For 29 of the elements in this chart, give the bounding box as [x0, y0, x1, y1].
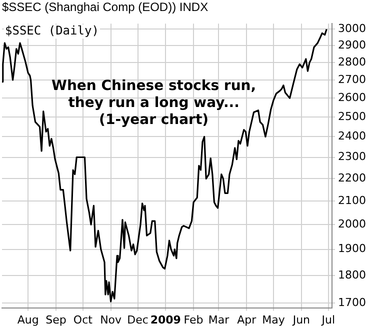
- x-tick-label: Dec: [127, 313, 148, 326]
- y-tick-label: 1800: [338, 268, 366, 282]
- y-tick-label: 2400: [338, 130, 366, 143]
- x-tick-label: Nov: [100, 313, 122, 326]
- x-tick-label: 2009: [150, 313, 181, 326]
- y-tick-label: 2800: [338, 55, 366, 68]
- x-tick-label: Feb: [184, 313, 204, 326]
- x-tick-label: Jul: [320, 313, 336, 326]
- y-tick-label: 3000: [338, 22, 366, 36]
- y-tick-label: 2700: [338, 72, 366, 86]
- x-tick-label: May: [262, 313, 286, 326]
- x-tick-label: Oct: [73, 313, 94, 326]
- x-tick-label: Apr: [237, 313, 257, 326]
- x-tick-label: Mar: [208, 313, 230, 326]
- chart-title: $SSEC (Shanghai Comp (EOD)) INDX: [1, 0, 210, 14]
- y-tick-label: 2300: [338, 150, 366, 164]
- y-tick-label: 2500: [338, 110, 366, 123]
- series-label: $SSEC (Daily): [5, 24, 99, 38]
- y-tick-label: 1900: [338, 242, 366, 256]
- x-tick-label: Jun: [292, 313, 310, 326]
- y-tick-label: 2100: [338, 194, 366, 207]
- y-tick-label: 1700: [338, 296, 366, 309]
- x-tick-label: Sep: [46, 313, 66, 326]
- y-tick-label: 2900: [338, 38, 366, 52]
- annotation: When Chinese stocks run, they run a long way... (1-year chart): [52, 78, 256, 128]
- y-tick-label: 2600: [338, 91, 366, 104]
- x-tick-label: Aug: [17, 313, 39, 326]
- y-tick-label: 2200: [338, 172, 366, 185]
- y-tick-label: 2000: [338, 217, 366, 230]
